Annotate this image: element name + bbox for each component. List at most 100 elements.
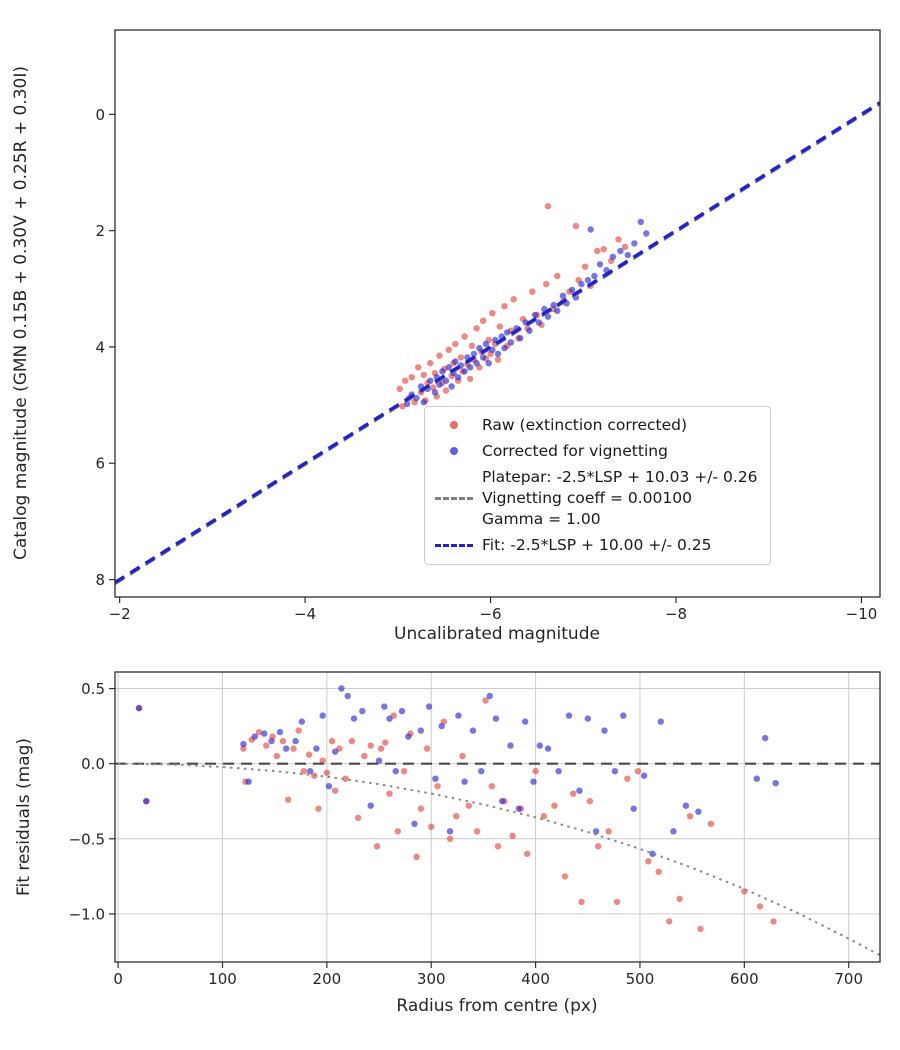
data-point: [323, 769, 331, 776]
data-point: [529, 288, 536, 295]
data-point: [601, 727, 608, 734]
data-point: [586, 798, 594, 805]
data-point: [367, 802, 374, 809]
legend-label: Corrected for vignetting: [482, 441, 668, 460]
calibration-y-axis-label: Catalog magnitude (GMN 0.15B + 0.30V + 0…: [11, 66, 31, 560]
data-point: [591, 272, 598, 280]
x-tick-label: −8: [665, 605, 687, 623]
data-point: [461, 368, 468, 375]
data-point: [551, 802, 558, 809]
data-point: [307, 768, 314, 775]
data-point: [531, 311, 539, 319]
data-point: [255, 728, 263, 736]
data-point: [565, 712, 573, 719]
data-point: [544, 203, 552, 210]
data-point: [609, 253, 617, 260]
data-point: [613, 898, 621, 906]
data-point: [332, 787, 339, 794]
data-point: [640, 772, 648, 779]
data-point: [431, 389, 439, 396]
data-point: [427, 377, 434, 384]
data-point: [540, 813, 548, 820]
data-point: [466, 375, 474, 383]
data-point: [670, 828, 677, 835]
data-point: [615, 236, 622, 243]
data-point: [509, 832, 516, 839]
data-point: [507, 339, 515, 346]
data-point: [348, 737, 356, 745]
data-point: [559, 292, 567, 299]
data-point: [355, 814, 362, 821]
data-point: [631, 240, 638, 247]
data-point: [279, 737, 287, 745]
data-point: [473, 360, 480, 367]
data-point: [595, 843, 602, 850]
data-point: [561, 873, 568, 880]
data-point: [470, 350, 478, 358]
data-point: [568, 286, 576, 294]
data-point: [455, 712, 462, 719]
data-point: [485, 360, 492, 367]
data-point: [405, 733, 412, 740]
data-point: [496, 323, 503, 330]
data-point: [295, 727, 302, 734]
data-point: [420, 399, 427, 406]
legend-marker-shape: [450, 447, 458, 456]
data-point: [434, 783, 441, 790]
data-point: [350, 715, 358, 722]
data-point: [446, 828, 454, 835]
data-point: [578, 898, 585, 906]
data-point: [325, 783, 333, 790]
data-point: [473, 828, 481, 835]
x-tick-label: −4: [294, 605, 316, 623]
data-point: [476, 344, 483, 352]
data-point: [377, 745, 385, 752]
data-point: [273, 752, 280, 760]
data-point: [386, 790, 393, 797]
residuals-y-axis-label: Fit residuals (mag): [14, 738, 34, 896]
data-point: [436, 381, 443, 388]
data-point: [411, 820, 418, 827]
data-point: [522, 718, 529, 725]
legend-dot-marker: [432, 421, 476, 430]
data-point: [268, 737, 275, 745]
scatter-series-1: [403, 218, 650, 408]
data-point: [245, 778, 252, 785]
calibration-x-axis-label: Uncalibrated magnitude: [394, 624, 600, 644]
data-point: [515, 805, 523, 812]
y-tick-label: 0: [95, 106, 105, 124]
data-point: [772, 780, 779, 787]
scatter-series-0: [135, 697, 777, 933]
legend-entry-1: Corrected for vignetting: [432, 441, 758, 462]
legend-marker-shape: [435, 543, 473, 547]
y-tick-label: −0.5: [69, 830, 105, 848]
data-point: [386, 715, 393, 722]
data-point: [489, 310, 496, 317]
legend-entry-2: Platepar: -2.5*LSP + 10.03 +/- 0.26 Vigne…: [432, 467, 758, 530]
data-point: [263, 742, 270, 749]
data-point: [300, 768, 308, 775]
plot-legend: Raw (extinction corrected) Corrected for …: [424, 406, 771, 565]
data-point: [465, 802, 472, 809]
calibration-plot-canvas: −2 −4 −6 −8 −10 0 2 4 6 8: [95, 29, 881, 623]
y-tick-label: 0.5: [81, 680, 105, 698]
data-point: [413, 853, 420, 860]
data-point: [682, 802, 690, 809]
data-point: [510, 296, 517, 303]
data-point: [436, 352, 443, 359]
data-point: [517, 335, 524, 342]
data-point: [634, 768, 642, 775]
data-point: [494, 843, 502, 850]
data-point: [753, 775, 760, 782]
y-tick-label: 4: [95, 338, 105, 356]
data-point: [469, 727, 477, 734]
fit-line-1: [118, 762, 881, 956]
axes-frame: [114, 29, 881, 598]
data-point: [461, 778, 468, 785]
data-point: [457, 354, 465, 361]
data-point: [396, 385, 403, 392]
data-point: [524, 850, 531, 857]
data-point: [400, 768, 408, 775]
data-point: [332, 748, 339, 755]
data-point: [554, 272, 561, 280]
